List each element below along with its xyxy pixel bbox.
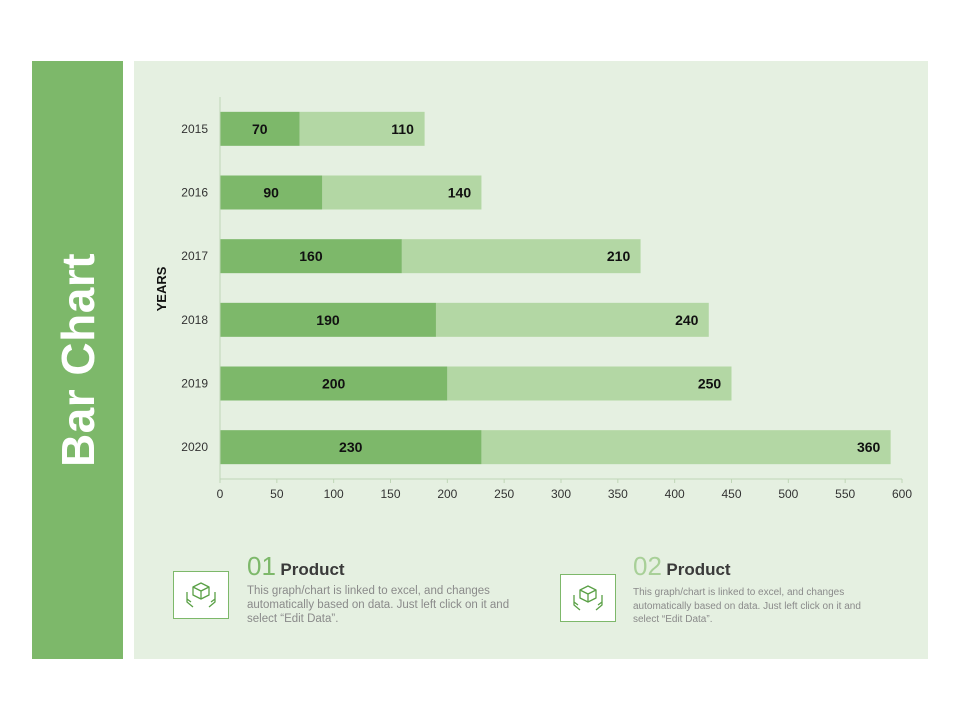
data-label-2019-series-2: 250 — [698, 376, 722, 392]
y-tick-label-2017: 2017 — [181, 249, 208, 263]
box-in-hands-icon — [571, 583, 605, 613]
data-label-2016-series-1: 90 — [263, 185, 279, 201]
data-label-2017-series-1: 160 — [299, 248, 323, 264]
x-tick-label-600: 600 — [892, 487, 912, 501]
data-label-2020-series-1: 230 — [339, 439, 363, 455]
data-label-2016-series-2: 140 — [448, 185, 472, 201]
data-label-2017-series-2: 210 — [607, 248, 631, 264]
product-1-label: Product — [280, 560, 344, 579]
x-tick-label-350: 350 — [608, 487, 628, 501]
x-tick-label-400: 400 — [665, 487, 685, 501]
y-tick-label-2018: 2018 — [181, 313, 208, 327]
product-2-label: Product — [666, 560, 730, 579]
data-label-2019-series-1: 200 — [322, 376, 346, 392]
bar-2019-series-2 — [447, 367, 731, 401]
data-label-2015-series-1: 70 — [252, 121, 268, 137]
product-2-number: 02 — [633, 551, 662, 581]
product-1-number: 01 — [247, 551, 276, 581]
product-1-icon-box — [173, 571, 229, 619]
x-tick-label-200: 200 — [437, 487, 457, 501]
bar-2020-series-2 — [481, 430, 890, 464]
bar-2018-series-2 — [436, 303, 709, 337]
y-tick-label-2020: 2020 — [181, 440, 208, 454]
x-tick-label-450: 450 — [721, 487, 741, 501]
x-tick-label-550: 550 — [835, 487, 855, 501]
data-label-2018-series-1: 190 — [316, 312, 340, 328]
product-2-description: This graph/chart is linked to excel, and… — [633, 586, 888, 627]
data-label-2018-series-2: 240 — [675, 312, 699, 328]
bar-chart: 70 110 2015 90 140 2016 160 210 2017 190 240 2018 20… — [0, 0, 960, 560]
x-tick-label-300: 300 — [551, 487, 571, 501]
product-2-heading: 02 Product — [633, 551, 731, 582]
box-in-hands-icon — [184, 580, 218, 610]
x-tick-label-500: 500 — [778, 487, 798, 501]
bar-2017-series-2 — [402, 239, 641, 273]
y-tick-label-2016: 2016 — [181, 186, 208, 200]
x-tick-label-0: 0 — [217, 487, 224, 501]
x-tick-label-100: 100 — [324, 487, 344, 501]
product-2-icon-box — [560, 574, 616, 622]
data-label-2020-series-2: 360 — [857, 439, 881, 455]
y-axis-title: YEARS — [154, 266, 169, 311]
x-tick-label-150: 150 — [380, 487, 400, 501]
x-tick-label-50: 50 — [270, 487, 284, 501]
product-1-heading: 01 Product — [247, 551, 345, 582]
y-tick-label-2019: 2019 — [181, 377, 208, 391]
x-tick-label-250: 250 — [494, 487, 514, 501]
data-label-2015-series-2: 110 — [391, 121, 414, 137]
y-tick-label-2015: 2015 — [181, 122, 208, 136]
product-1-description: This graph/chart is linked to excel, and… — [247, 584, 537, 626]
